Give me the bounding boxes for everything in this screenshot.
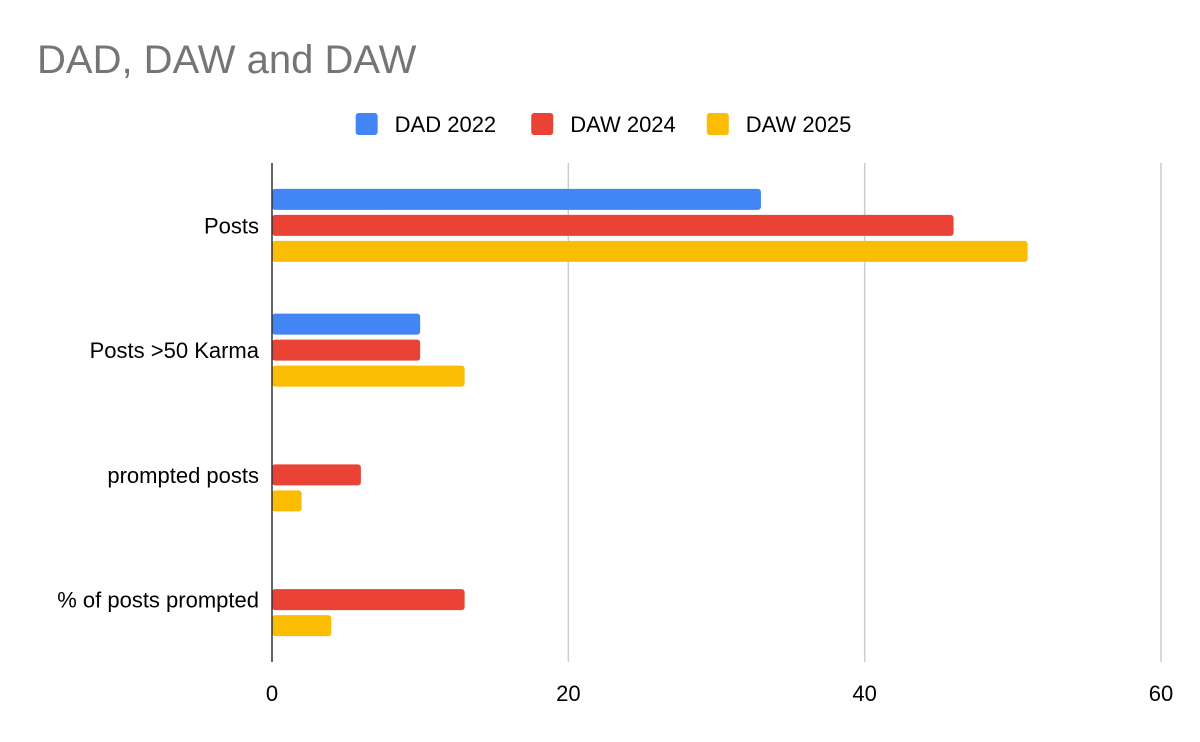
chart-title: DAD, DAW and DAW xyxy=(37,38,417,82)
bar-daw-2024-1 xyxy=(272,339,421,361)
x-tick-label-60: 60 xyxy=(1149,681,1173,706)
bars xyxy=(272,188,1028,637)
bar-daw-2025-3 xyxy=(272,615,332,637)
bar-daw-2024-3 xyxy=(272,589,465,611)
legend-label-daw-2024: DAW 2024 xyxy=(570,112,676,137)
bar-dad-2022-0 xyxy=(272,188,761,210)
category-label-0: Posts xyxy=(204,213,259,238)
legend-label-dad-2022: DAD 2022 xyxy=(395,112,497,137)
bar-daw-2025-0 xyxy=(272,240,1028,262)
bar-daw-2025-1 xyxy=(272,365,465,387)
category-label-2: prompted posts xyxy=(107,463,259,488)
legend: DAD 2022 DAW 2024 DAW 2025 xyxy=(355,112,852,137)
x-tick-label-20: 20 xyxy=(556,681,580,706)
x-tick-label-0: 0 xyxy=(266,681,278,706)
category-labels: Posts Posts >50 Karma prompted posts % of p… xyxy=(57,213,260,612)
legend-label-daw-2025: DAW 2025 xyxy=(746,112,852,137)
legend-swatch-daw-2025 xyxy=(706,113,729,135)
bar-dad-2022-1 xyxy=(272,313,421,335)
legend-swatch-daw-2024 xyxy=(531,113,554,135)
x-tick-label-40: 40 xyxy=(852,681,876,706)
x-tick-labels: 0 20 40 60 xyxy=(266,681,1173,706)
bar-daw-2024-2 xyxy=(272,464,361,486)
bar-daw-2024-0 xyxy=(272,214,954,236)
legend-swatch-dad-2022 xyxy=(355,113,378,135)
grid-lines xyxy=(567,163,1162,662)
bar-daw-2025-2 xyxy=(272,490,302,512)
category-label-3: % of posts prompted xyxy=(57,588,259,613)
category-label-1: Posts >50 Karma xyxy=(90,338,260,363)
